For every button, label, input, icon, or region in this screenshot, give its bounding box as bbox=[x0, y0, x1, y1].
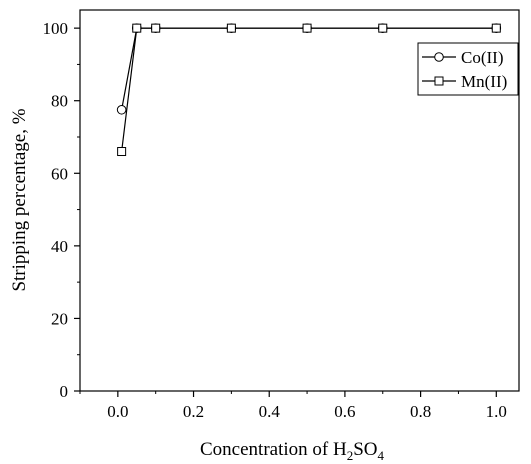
x-tick-label: 0.0 bbox=[107, 402, 128, 421]
y-tick-label: 40 bbox=[51, 237, 68, 256]
y-tick-label: 20 bbox=[51, 309, 68, 328]
x-tick-label: 1.0 bbox=[486, 402, 507, 421]
data-point-mn-ii bbox=[303, 24, 311, 32]
x-tick-label: 0.8 bbox=[410, 402, 431, 421]
x-axis-title-base: Concentration of H bbox=[200, 439, 347, 460]
legend-label-mn-ii: Mn(II) bbox=[461, 72, 507, 91]
x-axis-title-mid: SO bbox=[353, 439, 377, 460]
x-axis-title: Concentration of H2SO4 bbox=[200, 439, 384, 463]
x-tick-label: 0.6 bbox=[334, 402, 355, 421]
data-point-co-ii bbox=[117, 105, 126, 114]
x-tick-label: 0.4 bbox=[259, 402, 281, 421]
data-point-mn-ii bbox=[133, 24, 141, 32]
y-tick-label: 80 bbox=[51, 92, 68, 111]
y-tick-label: 60 bbox=[51, 164, 68, 183]
data-point-mn-ii bbox=[152, 24, 160, 32]
data-point-mn-ii bbox=[379, 24, 387, 32]
y-axis-title: Stripping percentage, % bbox=[9, 108, 30, 291]
legend-label-co-ii: Co(II) bbox=[461, 48, 503, 67]
legend: Co(II) Mn(II) bbox=[418, 43, 518, 95]
data-point-mn-ii bbox=[492, 24, 500, 32]
y-tick-label: 0 bbox=[60, 382, 69, 401]
x-tick-label: 0.2 bbox=[183, 402, 204, 421]
legend-marker-mn-ii bbox=[435, 77, 443, 85]
data-point-mn-ii bbox=[227, 24, 235, 32]
y-tick-label: 100 bbox=[43, 19, 69, 38]
x-axis-title-sub2: 4 bbox=[377, 448, 384, 463]
data-point-mn-ii bbox=[118, 148, 126, 156]
legend-marker-co-ii bbox=[435, 53, 444, 62]
